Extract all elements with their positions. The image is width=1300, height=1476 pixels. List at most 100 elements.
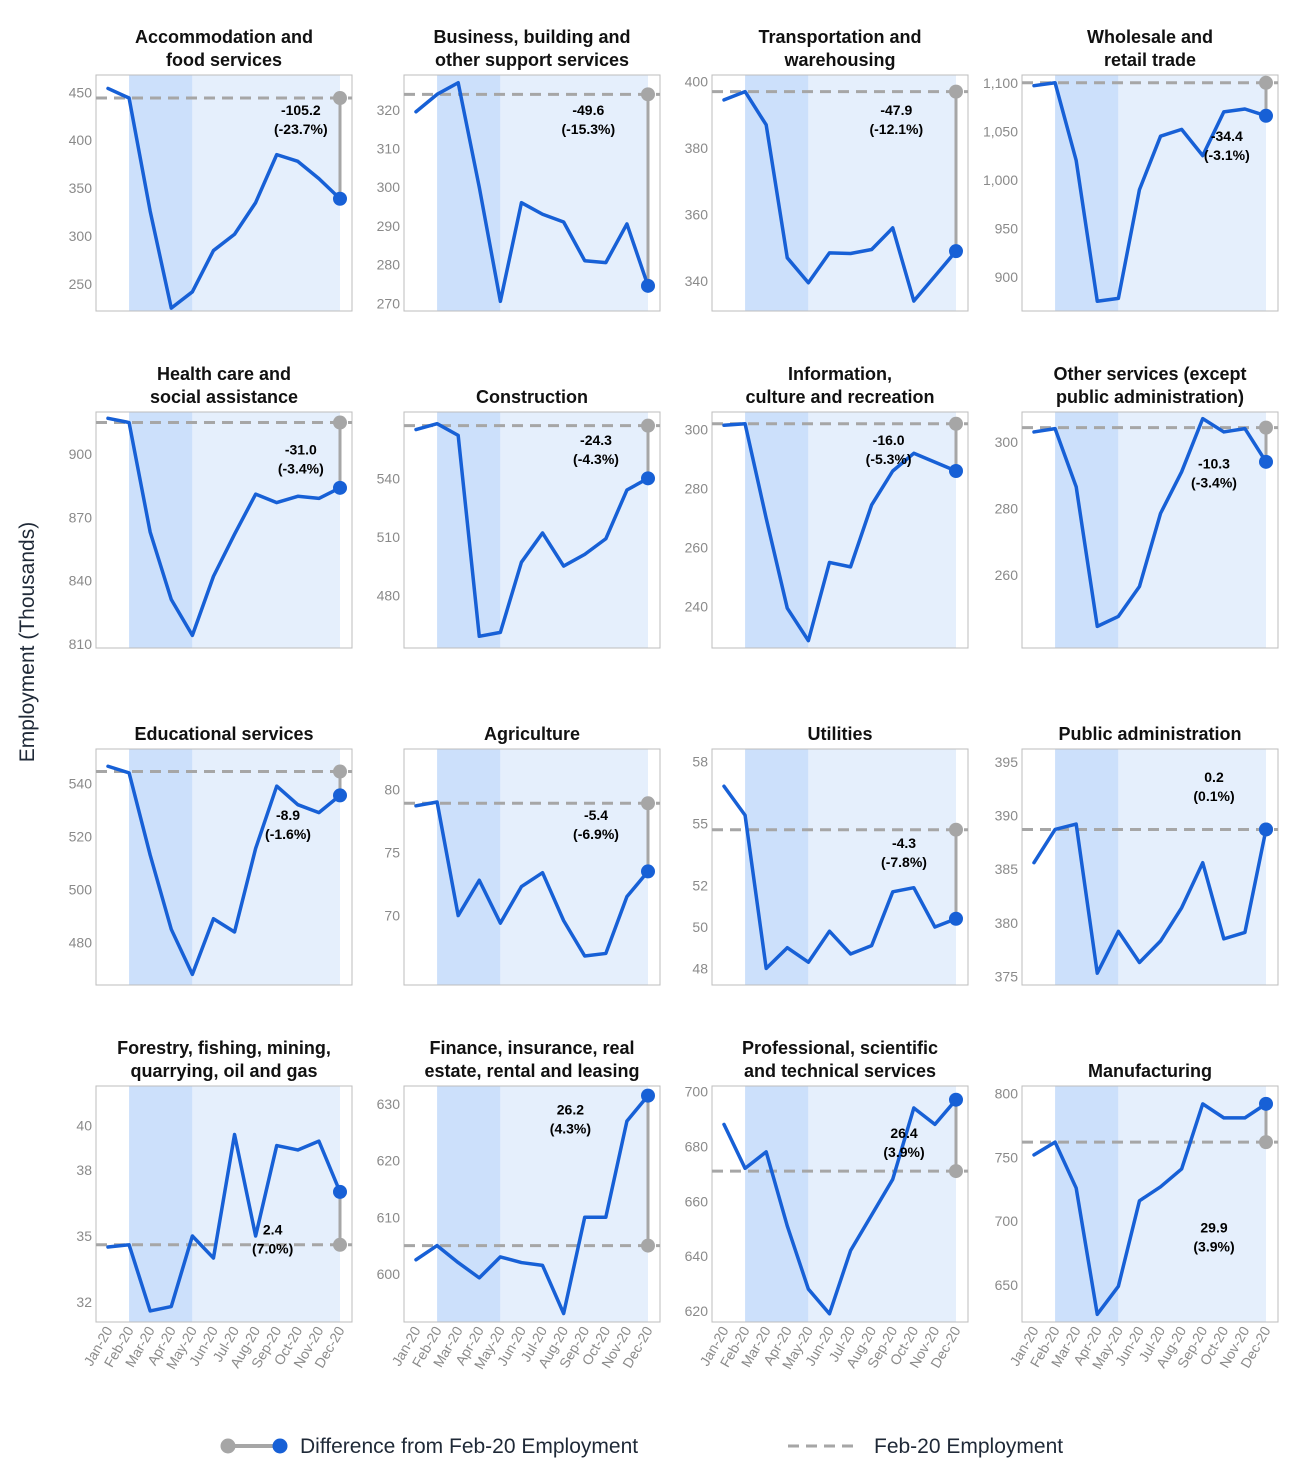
panel-border xyxy=(403,748,661,986)
y-tick-label: 510 xyxy=(377,529,401,545)
panel-border xyxy=(1021,1085,1279,1323)
y-tick-label: 240 xyxy=(685,599,709,615)
employment-line xyxy=(1032,822,1268,975)
employment-line xyxy=(1032,416,1268,629)
panel-title: estate, rental and leasing xyxy=(424,1061,639,1081)
panel-title: food services xyxy=(166,50,282,70)
shaded-period xyxy=(745,412,809,648)
baseline-marker xyxy=(949,84,963,99)
shaded-period xyxy=(192,412,340,648)
y-tick-label: 55 xyxy=(692,816,708,832)
difference-value-label: 26.4 xyxy=(890,1125,917,1141)
panel-border xyxy=(95,74,353,312)
legend-end-marker-icon xyxy=(272,1438,288,1454)
difference-percent-label: (-4.3%) xyxy=(573,451,619,467)
y-tick-label: 385 xyxy=(995,861,1019,877)
panel-border xyxy=(403,1085,661,1323)
difference-value-label: 29.9 xyxy=(1200,1219,1227,1235)
employment-line xyxy=(1032,1102,1268,1317)
shaded-period xyxy=(1118,412,1266,648)
y-tick-label: 310 xyxy=(377,141,401,157)
employment-line xyxy=(414,80,650,304)
difference-value-label: -16.0 xyxy=(873,432,905,448)
y-tick-label: 300 xyxy=(685,422,709,438)
baseline-marker xyxy=(1259,1135,1273,1150)
chart-panel: Utilities 48 50 52 55 58 -4.3 (-7.8%) xyxy=(692,724,969,986)
chart-panel: Other services (except public administrat… xyxy=(995,364,1279,649)
y-tick-label: 700 xyxy=(685,1083,709,1099)
end-marker xyxy=(1259,454,1273,469)
panel-border xyxy=(711,748,969,986)
end-marker xyxy=(1259,1096,1273,1111)
end-marker xyxy=(949,244,963,259)
end-marker xyxy=(949,911,963,926)
difference-percent-label: (-6.9%) xyxy=(573,826,619,842)
end-marker xyxy=(333,1184,347,1199)
y-tick-label: 40 xyxy=(76,1118,92,1134)
panel-title: Finance, insurance, real xyxy=(429,1038,634,1058)
panel-title: warehousing xyxy=(783,50,895,70)
baseline-marker xyxy=(641,418,655,433)
y-tick-label: 540 xyxy=(69,775,93,791)
y-tick-label: 480 xyxy=(69,935,93,951)
shaded-period xyxy=(1055,75,1119,311)
difference-percent-label: (-3.4%) xyxy=(278,460,324,476)
difference-percent-label: (-3.1%) xyxy=(1204,147,1250,163)
y-tick-label: 400 xyxy=(69,132,93,148)
end-marker xyxy=(949,1092,963,1107)
y-tick-label: 400 xyxy=(685,74,709,90)
panel-border xyxy=(711,411,969,649)
y-tick-label: 610 xyxy=(377,1209,401,1225)
shaded-period xyxy=(1055,412,1119,648)
shaded-period xyxy=(1118,75,1266,311)
y-tick-label: 480 xyxy=(377,587,401,603)
chart-panel: Forestry, fishing, mining, quarrying, oil… xyxy=(76,1038,353,1372)
legend-baseline-label: Feb-20 Employment xyxy=(874,1435,1063,1458)
panel-border xyxy=(95,411,353,649)
y-tick-label: 375 xyxy=(995,968,1019,984)
employment-line xyxy=(722,1097,958,1316)
y-tick-label: 750 xyxy=(995,1149,1019,1165)
baseline-marker xyxy=(949,822,963,837)
end-marker xyxy=(641,471,655,486)
y-tick-label: 630 xyxy=(377,1096,401,1112)
y-tick-label: 640 xyxy=(685,1248,709,1264)
shaded-period xyxy=(808,412,956,648)
panel-title: Health care and xyxy=(157,364,291,384)
y-tick-label: 600 xyxy=(377,1266,401,1282)
y-tick-label: 540 xyxy=(377,470,401,486)
employment-line xyxy=(414,800,650,958)
panel-title: public administration) xyxy=(1056,387,1244,407)
chart-panel: Business, building and other support serv… xyxy=(377,27,661,312)
y-tick-label: 380 xyxy=(995,915,1019,931)
y-tick-label: 260 xyxy=(685,540,709,556)
shaded-period xyxy=(192,75,340,311)
shaded-period xyxy=(1055,749,1119,985)
chart-panel: Manufacturing65070075080029.9(3.9%)Jan-2… xyxy=(995,1061,1279,1372)
shaded-period xyxy=(129,749,193,985)
difference-value-label: -34.4 xyxy=(1211,128,1243,144)
y-tick-label: 300 xyxy=(69,228,93,244)
difference-value-label: 0.2 xyxy=(1204,769,1224,785)
panel-border xyxy=(95,748,353,986)
panel-title: Manufacturing xyxy=(1088,1061,1212,1081)
employment-line xyxy=(106,1132,342,1313)
difference-percent-label: (3.9%) xyxy=(1193,1238,1234,1254)
difference-percent-label: (-1.6%) xyxy=(265,826,311,842)
difference-percent-label: (7.0%) xyxy=(252,1241,293,1257)
y-tick-label: 58 xyxy=(692,753,708,769)
panel-title: Professional, scientific xyxy=(742,1038,938,1058)
y-axis-label: Employment (Thousands) xyxy=(16,522,39,762)
y-tick-label: 1,100 xyxy=(983,75,1018,91)
y-tick-label: 810 xyxy=(69,636,93,652)
end-marker xyxy=(333,191,347,206)
end-marker xyxy=(949,464,963,478)
panel-border xyxy=(95,1085,353,1323)
employment-line xyxy=(106,764,342,977)
legend-diff-label: Difference from Feb-20 Employment xyxy=(300,1435,638,1458)
chart-panel: Construction 480 510 540 -24.3 (-4.3%) xyxy=(377,387,661,649)
difference-percent-label: (4.3%) xyxy=(550,1120,591,1136)
difference-value-label: -10.3 xyxy=(1198,456,1230,472)
panel-title: retail trade xyxy=(1104,50,1196,70)
panel-title: Forestry, fishing, mining, xyxy=(117,1038,331,1058)
